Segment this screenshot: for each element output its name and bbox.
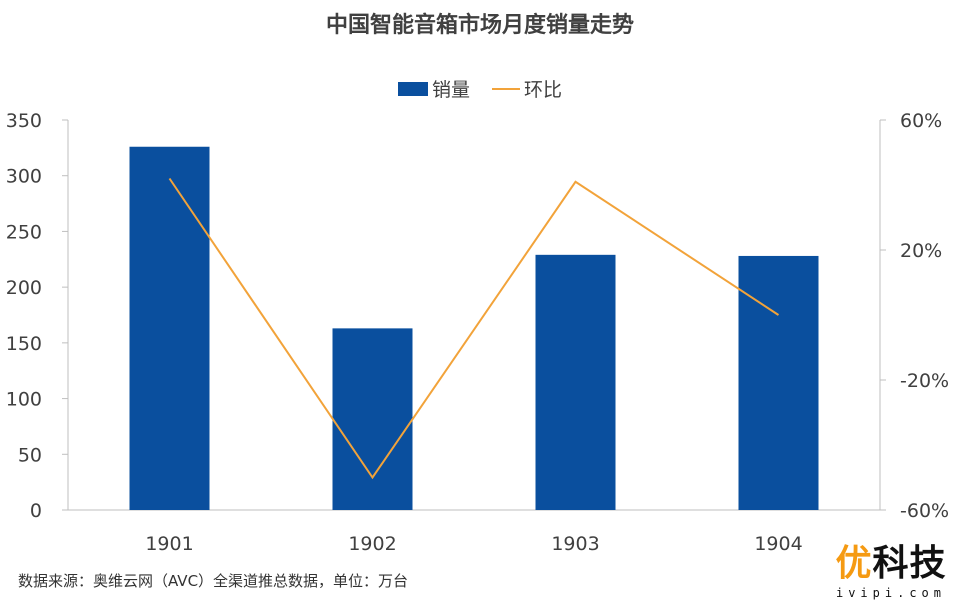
y-right-axis-ticks: -60% -20% 20% 60%	[880, 110, 949, 522]
x-tick-label: 1903	[551, 533, 599, 555]
source-note: 数据来源：奥维云网（AVC）全渠道推总数据，单位：万台	[18, 572, 409, 590]
bar	[535, 254, 616, 510]
y-right-tick-label: -60%	[900, 500, 949, 522]
x-tick-label: 1902	[348, 533, 396, 555]
series-line-mom	[168, 177, 780, 480]
logo-main: 优科技	[828, 544, 954, 584]
x-tick-label: 1901	[145, 533, 193, 555]
y-left-tick-label: 250	[6, 221, 42, 243]
legend-label-sales: 销量	[432, 79, 470, 101]
y-right-tick-label: 20%	[900, 240, 942, 262]
y-left-tick-label: 300	[6, 166, 42, 188]
y-left-tick-label: 100	[6, 389, 42, 411]
bar-series	[129, 146, 819, 510]
x-tick-label: 1904	[754, 533, 802, 555]
legend-label-mom: 环比	[524, 79, 562, 101]
logo-main-a: 优	[835, 543, 873, 584]
y-left-tick-label: 50	[18, 444, 42, 466]
bar	[332, 328, 413, 510]
line-series	[168, 177, 780, 480]
brand-logo: 优科技 ivipi.com	[828, 544, 954, 601]
chart-title: 中国智能音箱市场月度销量走势	[326, 12, 634, 38]
y-left-tick-label: 350	[6, 110, 42, 132]
legend-swatch-sales	[398, 82, 428, 96]
y-left-tick-label: 150	[6, 333, 42, 355]
logo-main-b: 科技	[872, 543, 947, 584]
x-axis-ticks: 1901 1902 1903 1904	[145, 533, 802, 555]
bar	[738, 255, 819, 510]
legend: 销量 环比	[398, 79, 562, 101]
logo-sub: ivipi.com	[835, 586, 947, 600]
y-right-tick-label: -20%	[900, 370, 949, 392]
y-left-axis-ticks: 0 50 100 150 200 250 300 350	[6, 110, 68, 522]
y-right-tick-label: 60%	[900, 110, 942, 132]
y-left-tick-label: 200	[6, 277, 42, 299]
y-left-tick-label: 0	[30, 500, 42, 522]
bar	[129, 146, 210, 510]
